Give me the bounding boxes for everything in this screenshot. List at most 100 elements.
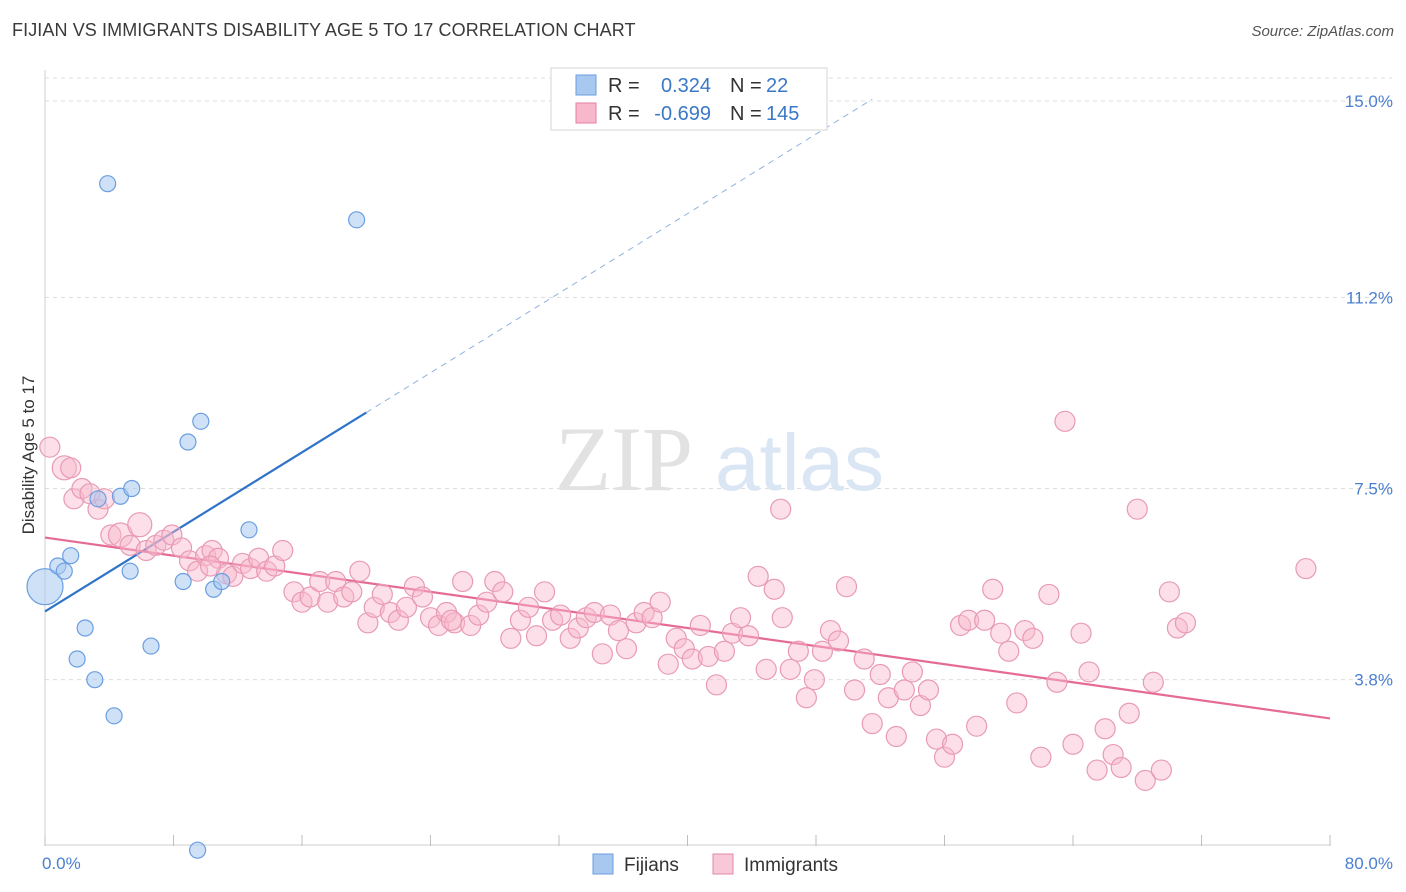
immigrants-point (737, 625, 760, 647)
immigrants-point (885, 725, 907, 748)
immigrants-point (379, 601, 401, 624)
immigrants-point (476, 591, 498, 613)
immigrants-point (853, 648, 875, 670)
immigrants-point (199, 555, 222, 577)
immigrants-point (591, 643, 613, 665)
fijians-trend-line (44, 411, 367, 613)
immigrants-point (1022, 627, 1044, 649)
immigrants-point (1102, 743, 1124, 766)
immigrants-point (1078, 661, 1100, 683)
immigrants-point (1158, 581, 1180, 603)
immigrants-point (170, 537, 193, 559)
immigrants-point (440, 609, 462, 631)
bottom-legend-label: Fijians (624, 855, 679, 876)
immigrants-point (492, 581, 514, 603)
y-axis-label: Disability Age 5 to 17 (19, 376, 38, 535)
immigrants-point (861, 712, 883, 735)
immigrants-point (1094, 718, 1116, 740)
fijians-point (68, 650, 86, 668)
legend-swatch (575, 102, 597, 124)
immigrants-point (771, 607, 793, 629)
immigrants-point (827, 630, 850, 652)
legend: R = 0.324 N = 22 R = -0.699 N = 145 (550, 67, 828, 131)
bottom-legend: Fijians Immigrants (592, 853, 838, 876)
immigrants-point (835, 576, 858, 598)
immigrants-point (795, 687, 817, 709)
immigrants-point (427, 614, 450, 637)
immigrants-point (1062, 733, 1084, 755)
immigrants-point (941, 733, 964, 755)
immigrants-point (615, 638, 638, 660)
immigrants-point (363, 596, 385, 618)
immigrants-point (272, 539, 294, 562)
immigrants-point (689, 614, 711, 637)
immigrants-point (1038, 583, 1060, 606)
immigrants-point (452, 570, 474, 593)
immigrants-point (755, 658, 777, 680)
immigrants-point (419, 607, 442, 629)
immigrants-point (1110, 756, 1132, 779)
immigrants-point (1014, 619, 1036, 642)
immigrants-point (387, 609, 409, 631)
immigrants-point (1046, 671, 1068, 693)
fijians-point (55, 562, 73, 580)
immigrants-point (974, 609, 996, 631)
immigrants-point (1174, 612, 1197, 634)
legend-r-label: R = (608, 103, 640, 125)
y-tick-label: 11.2% (1346, 288, 1393, 307)
legend-n-label: N = (730, 75, 762, 97)
immigrants-point (729, 607, 752, 629)
immigrants-point (1126, 498, 1148, 520)
chart-title: FIJIAN VS IMMIGRANTS DISABILITY AGE 5 TO… (12, 20, 636, 40)
immigrants-point (1054, 410, 1076, 432)
y-tick-label: 3.8% (1354, 671, 1393, 690)
immigrants-point (443, 612, 466, 634)
immigrants-point (705, 674, 728, 696)
immigrants-point (811, 640, 834, 662)
immigrants-point (649, 591, 671, 613)
immigrants-point (869, 663, 891, 686)
immigrants-point (957, 609, 980, 631)
immigrants-point (713, 640, 736, 662)
immigrants-point (317, 591, 339, 613)
immigrants-point (509, 609, 532, 631)
immigrants-point (1295, 557, 1317, 580)
immigrants-point (525, 625, 548, 647)
y-tick-labels: 3.8% 7.5% 11.2% 15.0% (1345, 92, 1393, 690)
immigrants-point (1134, 769, 1156, 792)
fijians-point (240, 521, 258, 539)
immigrants-point (1070, 622, 1092, 644)
immigrants-point (309, 570, 331, 593)
immigrants-point (607, 619, 630, 642)
immigrants-point (127, 512, 153, 538)
fijians-point (179, 433, 197, 451)
immigrants-point (990, 622, 1012, 644)
immigrants-point (966, 715, 988, 737)
immigrants-point (371, 583, 393, 606)
immigrants-point (1006, 692, 1028, 714)
fijians-point (86, 671, 104, 689)
x-tick-labels: 0.0% 80.0% (42, 854, 1393, 873)
immigrants-point (1086, 759, 1108, 781)
immigrants-point (533, 581, 556, 603)
immigrants-point (517, 596, 540, 618)
immigrants-point (747, 565, 769, 587)
immigrants-point (925, 728, 948, 750)
legend-n-value: 145 (766, 103, 799, 125)
immigrants-point (135, 539, 157, 562)
y-tick-label: 7.5% (1354, 480, 1393, 499)
immigrants-point (917, 679, 940, 701)
immigrants-point (100, 524, 122, 546)
fijians-point (26, 568, 64, 606)
immigrants-point (411, 586, 434, 608)
immigrants-point (1142, 671, 1164, 693)
immigrants-point (787, 640, 809, 662)
legend-r-value: -0.699 (654, 103, 711, 125)
immigrants-point (681, 648, 703, 670)
immigrants-point (299, 586, 321, 608)
immigrants-point (803, 669, 825, 691)
immigrants-point (395, 596, 418, 618)
gridlines (45, 77, 1392, 681)
immigrants-point (843, 679, 866, 701)
immigrants-point (1118, 702, 1140, 724)
